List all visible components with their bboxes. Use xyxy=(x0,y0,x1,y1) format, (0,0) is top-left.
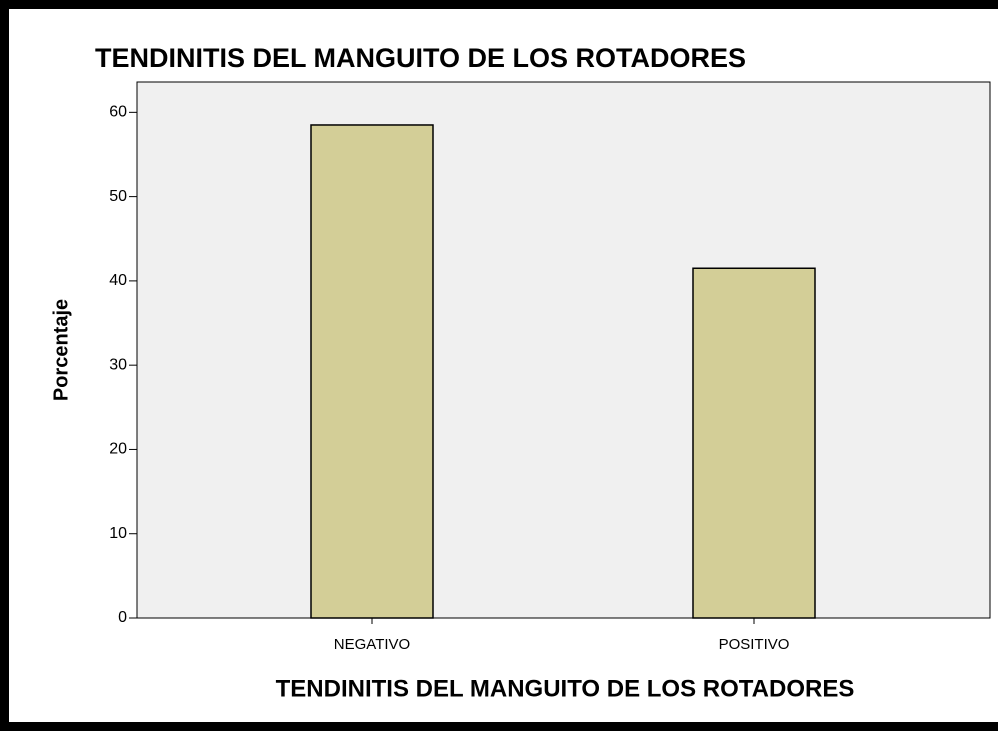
y-tick-label: 0 xyxy=(118,609,127,626)
y-tick-label: 10 xyxy=(109,525,127,542)
chart-title: TENDINITIS DEL MANGUITO DE LOS ROTADORES xyxy=(95,43,746,73)
plot-area xyxy=(136,81,991,619)
y-tick-label: 50 xyxy=(109,188,127,205)
x-tick-label: NEGATIVO xyxy=(334,636,410,653)
y-tick-label: 20 xyxy=(109,441,127,458)
y-axis-title: Porcentaje xyxy=(50,299,72,401)
y-tick-label: 40 xyxy=(109,272,127,289)
bar xyxy=(692,267,816,619)
y-tick-label: 30 xyxy=(109,356,127,373)
y-tick-label: 60 xyxy=(109,104,127,121)
x-axis-title: TENDINITIS DEL MANGUITO DE LOS ROTADORES xyxy=(276,675,855,702)
bar xyxy=(310,124,434,619)
x-tick-label: POSITIVO xyxy=(719,636,790,653)
